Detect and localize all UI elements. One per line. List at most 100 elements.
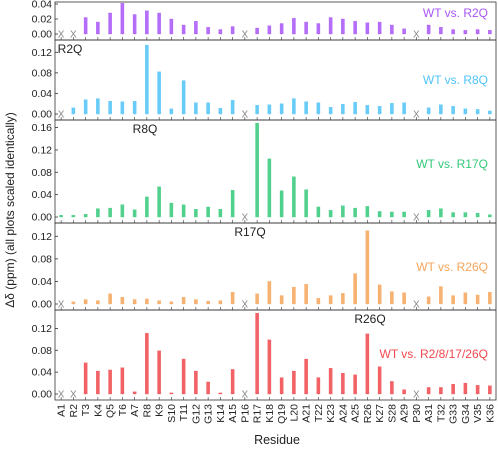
- bar-S10: [169, 108, 174, 115]
- x-tick-label: K36: [484, 404, 496, 423]
- y-tick-label: 0.04: [32, 189, 53, 201]
- bar-T11: [181, 297, 186, 305]
- bar-A25: [353, 21, 357, 35]
- bar-K23: [328, 368, 333, 395]
- chart-panel-4: 0.00 0.04 0.08 0.12 X X X WT vs. R26Q R17Q: [32, 222, 497, 311]
- y-tick-label: 0.00: [32, 29, 53, 41]
- bar-S10: [169, 301, 174, 305]
- panel-label: R8Q: [133, 122, 158, 136]
- bar-Q19: [279, 190, 284, 218]
- bar-K4: [96, 370, 100, 395]
- missing-marker-A1: X: [58, 30, 65, 41]
- bar-G34: [463, 382, 468, 395]
- x-tick-label: A29: [399, 404, 411, 423]
- bar-R2: [71, 215, 76, 218]
- bar-K9: [157, 71, 161, 115]
- y-tick-label: 0.08: [32, 167, 53, 179]
- y-tick-label: 0.04: [32, 276, 53, 288]
- bar-K9: [157, 350, 161, 395]
- chart-panel-3: 0.00 0.04 0.08 0.12 0.16 X X WT vs. R17Q R8Q: [32, 119, 497, 224]
- x-tick-label: R2: [68, 404, 80, 418]
- bar-K18: [267, 25, 272, 35]
- bar-K36: [488, 291, 492, 305]
- bar-Q19: [279, 377, 284, 395]
- bar-A7: [132, 391, 137, 395]
- y-tick-label: 0.04: [32, 88, 53, 100]
- bar-G33: [451, 212, 455, 218]
- bar-L20: [292, 370, 296, 395]
- x-tick-label: A24: [337, 404, 349, 423]
- bar-A21: [304, 284, 308, 305]
- bar-S28: [390, 381, 394, 395]
- bar-L20: [292, 98, 296, 115]
- bar-L20: [292, 286, 296, 305]
- bar-T32: [439, 208, 443, 218]
- bar-A7: [132, 14, 137, 35]
- bar-T11: [181, 204, 186, 218]
- bar-K14: [218, 209, 223, 218]
- x-tick-label: A21: [301, 404, 313, 423]
- bar-T6: [120, 204, 125, 218]
- y-axis-label: Δδ (ppm) (all plots scaled identically): [3, 112, 17, 307]
- bar-A29: [402, 292, 406, 305]
- bar-K9: [157, 186, 161, 218]
- x-tick-label: P16: [239, 404, 251, 423]
- x-tick-label: R26: [362, 404, 374, 423]
- series-title: WT vs. R2Q: [423, 6, 488, 20]
- bar-R2: [71, 107, 76, 115]
- bar-K18: [267, 158, 272, 218]
- y-tick-label: 0.00: [32, 389, 53, 401]
- bar-A7: [132, 100, 137, 115]
- bar-R8: [145, 10, 149, 35]
- bar-K18: [267, 339, 272, 395]
- bar-T6: [120, 367, 125, 395]
- bar-A24: [341, 205, 345, 218]
- bar-G34: [463, 212, 468, 218]
- bar-G33: [451, 29, 455, 35]
- bar-K27: [377, 211, 382, 218]
- bar-Q5: [108, 100, 112, 115]
- bar-A31: [426, 296, 431, 305]
- bar-R17: [255, 122, 259, 218]
- y-tick-label: 0.12: [32, 323, 53, 335]
- x-tick-label: T22: [313, 404, 325, 422]
- bar-G12: [194, 299, 198, 305]
- y-tick-label: 0.12: [32, 231, 53, 243]
- bar-A15: [230, 369, 235, 395]
- panel-frame: [54, 309, 497, 401]
- bar-K27: [377, 366, 382, 395]
- bar-R26: [365, 333, 370, 395]
- bar-K14: [218, 29, 223, 35]
- bar-T22: [316, 298, 321, 305]
- bar-A29: [402, 211, 406, 218]
- bar-T3: [83, 17, 88, 35]
- bar-G33: [451, 106, 455, 115]
- bar-R8: [145, 333, 149, 395]
- missing-marker-P16: X: [242, 300, 249, 311]
- bar-A7: [132, 209, 137, 218]
- bar-Q19: [279, 295, 284, 305]
- bar-G34: [463, 30, 468, 35]
- bar-V35: [475, 29, 480, 35]
- bar-Q5: [108, 293, 112, 305]
- bar-S28: [390, 291, 394, 305]
- panel-label: R2Q: [58, 42, 83, 56]
- x-tick-label: R17: [252, 404, 264, 423]
- bar-L20: [292, 176, 296, 218]
- bar-T6: [120, 101, 125, 115]
- bar-R26: [365, 105, 370, 115]
- x-tick-label: Q19: [276, 404, 288, 424]
- bar-T32: [439, 387, 443, 395]
- x-tick-label: V35: [472, 404, 484, 423]
- bar-R26: [365, 22, 370, 35]
- missing-marker-P30: X: [413, 110, 420, 121]
- bar-T6: [120, 297, 125, 305]
- x-tick-label: A15: [227, 404, 239, 423]
- bar-V35: [475, 109, 480, 115]
- x-tick-label: T32: [435, 404, 447, 422]
- bar-S28: [390, 103, 394, 115]
- series-title: WT vs. R26Q: [416, 260, 488, 274]
- bar-R17: [255, 27, 259, 35]
- bar-T22: [316, 102, 321, 115]
